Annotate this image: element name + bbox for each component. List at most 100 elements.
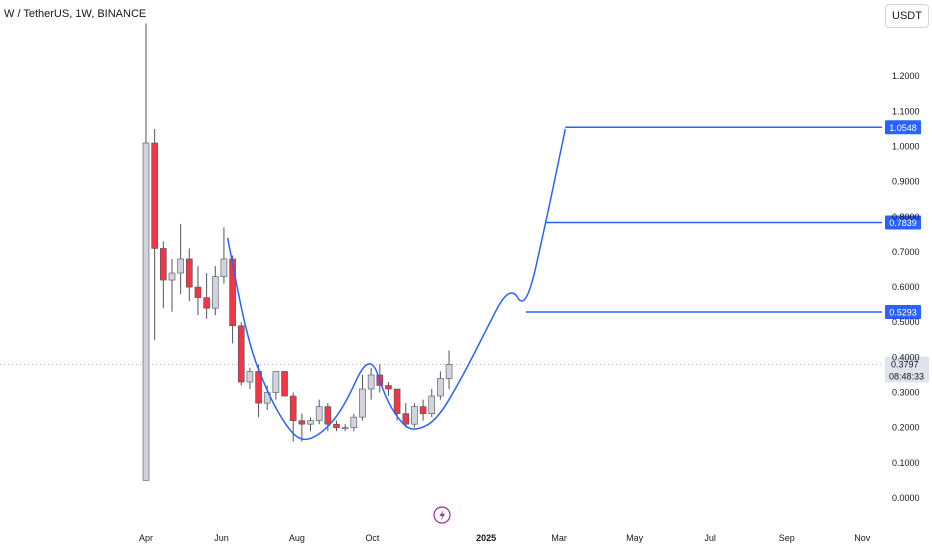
candle xyxy=(350,413,358,432)
level-price-label: 0.7839 xyxy=(889,218,917,228)
candle xyxy=(151,128,158,340)
candles-layer xyxy=(142,23,453,481)
time-tick-label: 2025 xyxy=(476,533,496,543)
time-axis: Apr Jun Aug Oct 2025 Mar May Jul Sep Nov xyxy=(139,533,871,543)
candle-body xyxy=(341,427,349,429)
price-tick-label: 0.8000 xyxy=(892,212,920,222)
candle-body xyxy=(385,385,392,390)
price-tick-label: 0.5000 xyxy=(892,317,920,327)
candle-body xyxy=(220,258,228,277)
candle-body xyxy=(177,258,184,274)
candle-body xyxy=(307,420,314,425)
cup-and-handle-drawing xyxy=(226,128,567,441)
candle xyxy=(333,420,340,432)
candle xyxy=(194,266,202,316)
candle xyxy=(203,273,210,319)
candle-body xyxy=(411,406,418,425)
price-axis: 1.2000 1.1000 1.0000 0.9000 0.8000 0.7000 0.60… xyxy=(892,71,920,503)
level-price-label: 1.0548 xyxy=(889,123,917,133)
candle xyxy=(281,371,288,397)
time-tick-label: Nov xyxy=(854,533,871,543)
time-tick-label: Sep xyxy=(779,533,795,543)
time-tick-label: Mar xyxy=(551,533,567,543)
candle-body xyxy=(168,272,176,281)
candle xyxy=(385,381,392,397)
candle xyxy=(445,350,453,390)
candle-body xyxy=(437,378,444,397)
candle-body xyxy=(160,248,167,281)
candle xyxy=(237,322,245,386)
candle-body xyxy=(402,413,410,425)
level-price-label-box xyxy=(885,304,921,319)
candle xyxy=(298,413,306,442)
level-price-label: 0.5293 xyxy=(889,307,917,317)
price-tick-label: 1.2000 xyxy=(892,71,920,81)
current-price-label: 0.3797 xyxy=(891,360,919,370)
candle-body xyxy=(185,258,193,288)
candle-body xyxy=(333,423,340,428)
candle-body xyxy=(315,406,323,421)
candle-body xyxy=(445,364,453,379)
candle-body xyxy=(203,297,210,309)
candle-body xyxy=(289,395,297,421)
candle-body xyxy=(428,395,436,414)
candle-body xyxy=(237,325,245,383)
time-tick-label: Jul xyxy=(704,533,716,543)
lightning-icon-ring xyxy=(433,506,451,524)
candle-body xyxy=(281,371,288,397)
candle xyxy=(177,223,184,295)
price-tick-label: 0.1000 xyxy=(892,458,920,468)
price-tick-label: 1.1000 xyxy=(892,106,920,116)
price-tick-label: 0.7000 xyxy=(892,247,920,257)
candle xyxy=(402,403,410,428)
candle xyxy=(419,399,427,421)
current-price-label-box xyxy=(885,356,929,383)
candle xyxy=(359,374,366,421)
candle-body xyxy=(142,142,150,481)
candle-body xyxy=(393,388,401,414)
candle-body xyxy=(324,406,332,425)
candle xyxy=(160,241,167,309)
candle-body xyxy=(298,420,306,425)
candle-body xyxy=(367,374,375,390)
candle-body xyxy=(246,371,254,383)
lightning-icon[interactable] xyxy=(433,506,451,524)
price-tick-label: 0.4000 xyxy=(892,352,920,362)
candle xyxy=(255,364,262,418)
candle xyxy=(341,424,349,432)
level-price-label-box xyxy=(885,120,921,135)
time-tick-label: Apr xyxy=(139,533,153,543)
candle-body xyxy=(194,286,202,298)
candle xyxy=(307,417,314,432)
candle-body xyxy=(229,258,236,327)
candle xyxy=(411,403,418,428)
time-tick-label: May xyxy=(626,533,644,543)
candle xyxy=(168,258,176,312)
price-tick-label: 1.0000 xyxy=(892,142,920,152)
candle xyxy=(428,389,436,418)
candle xyxy=(272,371,280,400)
price-tick-label: 0.3000 xyxy=(892,388,920,398)
candle-body xyxy=(151,142,158,249)
lightning-icon-bolt xyxy=(439,509,445,521)
price-tick-label: 0.9000 xyxy=(892,177,920,187)
time-tick-label: Oct xyxy=(365,533,380,543)
candle-body xyxy=(350,416,358,428)
candle-body xyxy=(359,388,366,418)
candle xyxy=(211,266,219,316)
countdown-label: 08:48:33 xyxy=(889,372,924,382)
levels-layer: 1.0548 0.7839 0.5293 0.3797 08:48:33 xyxy=(0,120,929,383)
currency-unit-button[interactable]: USDT xyxy=(885,4,929,28)
candle xyxy=(246,367,254,390)
candle xyxy=(142,23,150,481)
level-price-label-box xyxy=(885,215,921,230)
time-tick-label: Aug xyxy=(289,533,305,543)
price-tick-label: 0.6000 xyxy=(892,282,920,292)
time-tick-label: Jun xyxy=(214,533,229,543)
candle-body xyxy=(272,371,280,393)
candle xyxy=(437,371,444,400)
price-tick-label: 0.2000 xyxy=(892,423,920,433)
candle-body xyxy=(211,276,219,309)
price-tick-label: 0.0000 xyxy=(892,493,920,503)
